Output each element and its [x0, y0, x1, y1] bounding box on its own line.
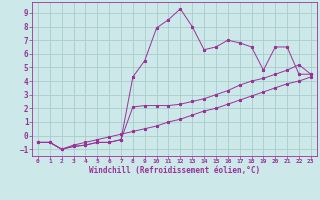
X-axis label: Windchill (Refroidissement éolien,°C): Windchill (Refroidissement éolien,°C) [89, 166, 260, 175]
